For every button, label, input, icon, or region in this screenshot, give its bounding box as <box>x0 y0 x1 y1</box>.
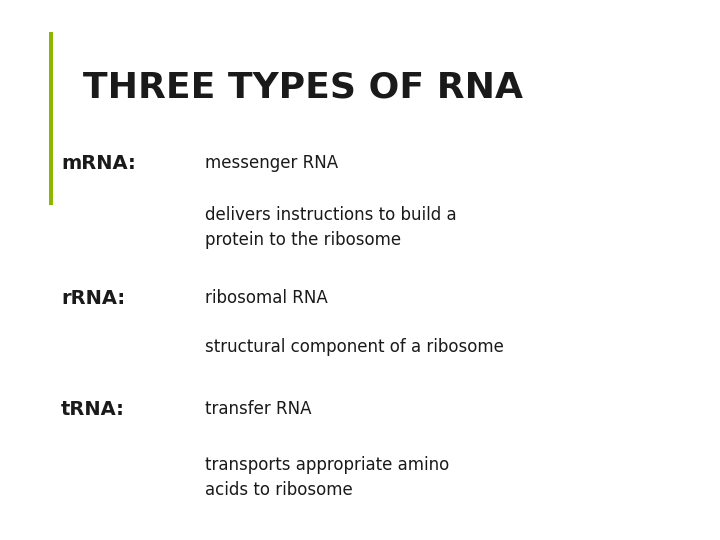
Text: transfer RNA: transfer RNA <box>205 400 312 417</box>
Text: mRNA:: mRNA: <box>61 154 136 173</box>
Text: delivers instructions to build a
protein to the ribosome: delivers instructions to build a protein… <box>205 206 456 249</box>
Text: tRNA:: tRNA: <box>61 400 125 419</box>
Bar <box>49 32 53 205</box>
Text: rRNA:: rRNA: <box>61 289 125 308</box>
Text: transports appropriate amino
acids to ribosome: transports appropriate amino acids to ri… <box>205 456 449 500</box>
Text: messenger RNA: messenger RNA <box>205 154 338 172</box>
Text: THREE TYPES OF RNA: THREE TYPES OF RNA <box>83 70 523 104</box>
Text: structural component of a ribosome: structural component of a ribosome <box>205 338 504 355</box>
Text: ribosomal RNA: ribosomal RNA <box>205 289 328 307</box>
